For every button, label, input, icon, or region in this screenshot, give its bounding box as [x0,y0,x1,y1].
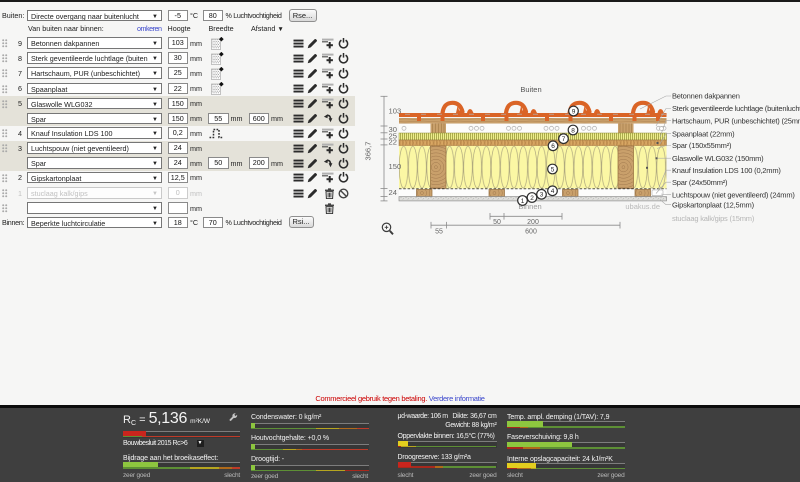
svg-text:30: 30 [389,125,397,134]
svg-text:stuclaag kalk/gips (15mm): stuclaag kalk/gips (15mm) [672,214,755,223]
svg-text:Binnen: Binnen [518,202,541,211]
svg-text:ubakus.de: ubakus.de [625,202,660,211]
svg-text:Betonnen dakpannen: Betonnen dakpannen [672,92,740,101]
svg-text:2: 2 [530,195,534,202]
svg-text:50: 50 [493,219,501,226]
svg-text:Gipskartonplaat (12,5mm): Gipskartonplaat (12,5mm) [672,200,755,209]
svg-text:Luchtspouw (niet geventileerd): Luchtspouw (niet geventileerd) (24mm) [672,190,795,199]
svg-text:22: 22 [389,137,397,146]
svg-text:6: 6 [551,143,555,150]
svg-text:7: 7 [562,136,566,143]
svg-text:600: 600 [525,229,537,236]
svg-text:366,7: 366,7 [364,141,373,160]
svg-text:Glaswolle WLG032 (150mm): Glaswolle WLG032 (150mm) [672,154,764,163]
svg-text:55: 55 [435,229,443,236]
svg-text:Spar (24x50mm²): Spar (24x50mm²) [672,178,728,187]
svg-text:24: 24 [389,188,397,197]
svg-text:9: 9 [572,108,576,115]
svg-text:8: 8 [571,127,575,134]
svg-text:1: 1 [521,198,525,205]
svg-text:Knauf Insulation LDS 100 (0,2m: Knauf Insulation LDS 100 (0,2mm) [672,166,781,175]
svg-text:5: 5 [551,166,555,173]
svg-text:Spar (150x55mm²): Spar (150x55mm²) [672,141,732,150]
svg-text:4: 4 [551,188,555,195]
svg-text:25: 25 [389,131,397,140]
svg-text:Sterk geventileerde luchtlage: Sterk geventileerde luchtlage (buitenluc… [672,104,800,113]
svg-text:200: 200 [527,219,539,226]
svg-text:103: 103 [389,107,402,116]
svg-text:Hartschaum, PUR (unbeschichtet: Hartschaum, PUR (unbeschichtet) (25mm) [672,116,800,125]
svg-text:Buiten: Buiten [520,85,541,94]
svg-text:3: 3 [540,192,544,199]
svg-text:Spaanplaat (22mm): Spaanplaat (22mm) [672,129,735,138]
svg-text:150: 150 [389,162,402,171]
